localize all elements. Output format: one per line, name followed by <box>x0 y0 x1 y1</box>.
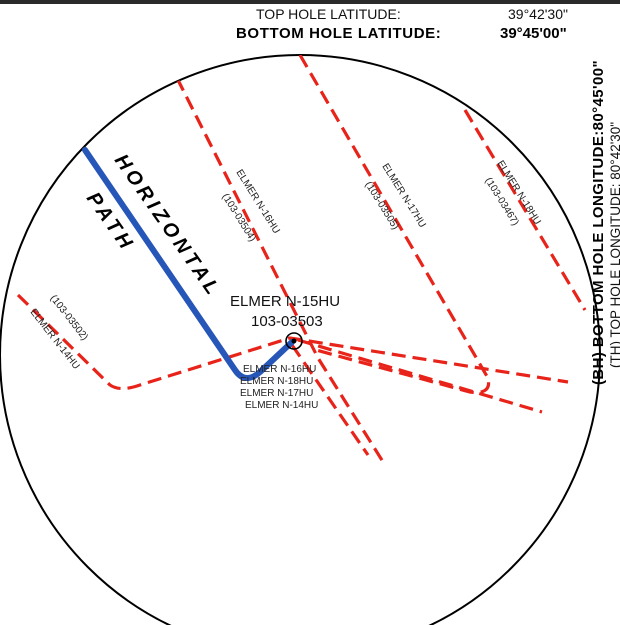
pad-stack-item: ELMER N-16HU <box>243 364 316 375</box>
label-n17hu: ELMER N-17HU (103-03505) <box>362 162 427 232</box>
label-n14hu: (103-03502) ELMER N-14HU <box>28 293 90 372</box>
pad-stack-item: ELMER N-14HU <box>245 400 318 411</box>
offset-path-n14hu-lateral <box>290 344 370 456</box>
offset-path-n16hu-lateral <box>297 338 543 414</box>
main-well-name: ELMER N-15HU <box>230 293 340 310</box>
bottom-hole-latitude-value: 39°45'00" <box>500 25 567 42</box>
pad-stack-item: ELMER N-18HU <box>240 376 313 387</box>
bottom-hole-latitude-label: BOTTOM HOLE LATITUDE: <box>236 25 441 42</box>
top-border <box>0 0 620 4</box>
pad-stack-item: ELMER N-17HU <box>240 388 313 399</box>
horizontal-path <box>82 147 295 381</box>
offset-path-n18hu <box>463 109 587 311</box>
top-hole-latitude-label: TOP HOLE LATITUDE: <box>256 6 401 22</box>
well-marker-dot <box>291 338 297 344</box>
pad-stack: ELMER N-16HU ELMER N-18HU ELMER N-17HU E… <box>240 364 318 411</box>
label-n18hu: ELMER N-18HU (103-03467) <box>482 159 542 228</box>
path-label-path: PATH <box>82 188 139 256</box>
offset-path-n14hu <box>16 293 569 391</box>
top-hole-latitude-value: 39°42'30" <box>508 6 568 22</box>
well-marker[interactable] <box>285 332 303 350</box>
bottom-hole-longitude: (BH) BOTTOM HOLE LONGITUDE:80°45'00" <box>590 60 607 385</box>
main-well-api: 103-03503 <box>251 313 323 330</box>
top-hole-longitude: (TH) TOP HOLE LONGITUDE: 80°42'30" <box>608 122 620 368</box>
